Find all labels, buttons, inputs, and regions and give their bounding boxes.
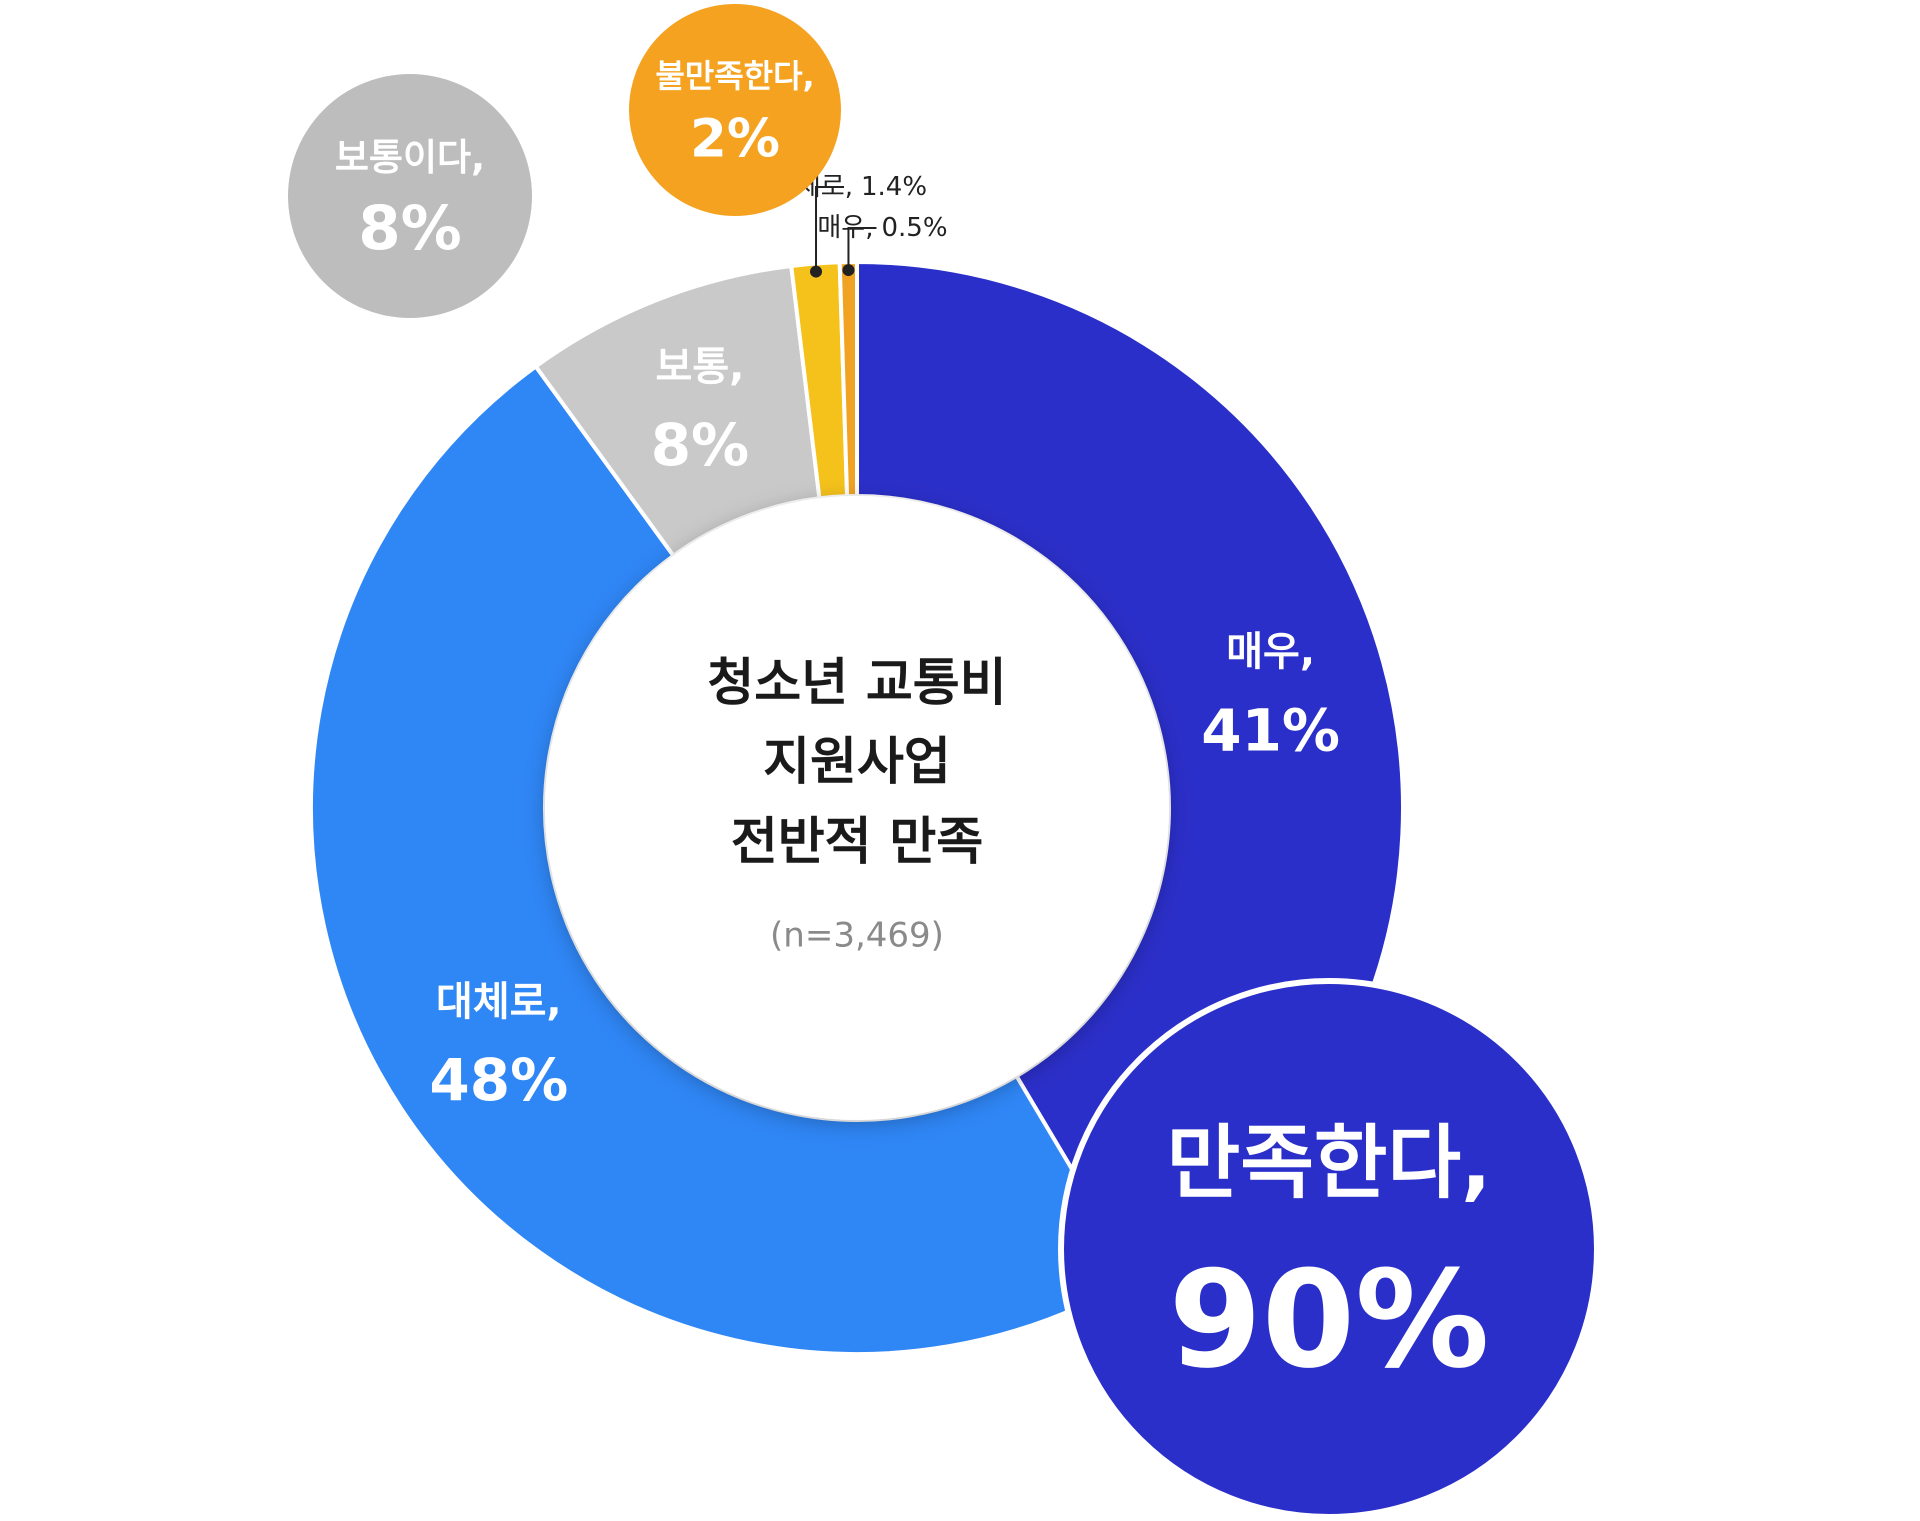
segment-label: 보통, [656, 344, 745, 390]
segment-value-label: 8% [651, 411, 749, 479]
chart-title: 전반적 만족 [731, 813, 983, 872]
segment-label: 대체로, [436, 979, 562, 1025]
summary-bubble [629, 4, 841, 216]
chart-subtitle: (n=3,469) [770, 916, 944, 956]
summary-value-label: 90% [1169, 1242, 1490, 1398]
chart-title: 지원사업 [763, 733, 951, 792]
callout-category: 매우, [817, 213, 873, 243]
summary-label: 보통이다, [335, 136, 485, 179]
chart-title: 청소년 교통비 [707, 654, 1006, 713]
segment-label: 매우, [1226, 629, 1315, 675]
callout-label: 매우, 0.5% [817, 213, 947, 243]
callout-dot [810, 265, 823, 278]
callout-value: 1.4% [861, 172, 927, 202]
summary-value-label: 2% [690, 108, 780, 169]
segment-value-label: 48% [429, 1046, 568, 1114]
summary-label: 만족한다, [1167, 1117, 1492, 1210]
summary-bubble [288, 74, 532, 318]
summary-label: 불만족한다, [655, 57, 814, 95]
callout-value: 0.5% [881, 213, 947, 243]
callout-line [847, 227, 877, 271]
segment-value-label: 41% [1201, 696, 1340, 764]
summary-value-label: 8% [358, 193, 462, 264]
callout-line [815, 186, 845, 272]
summary-bubble [1058, 978, 1600, 1520]
donut-hole [545, 496, 1169, 1120]
callout-dot [842, 264, 855, 277]
